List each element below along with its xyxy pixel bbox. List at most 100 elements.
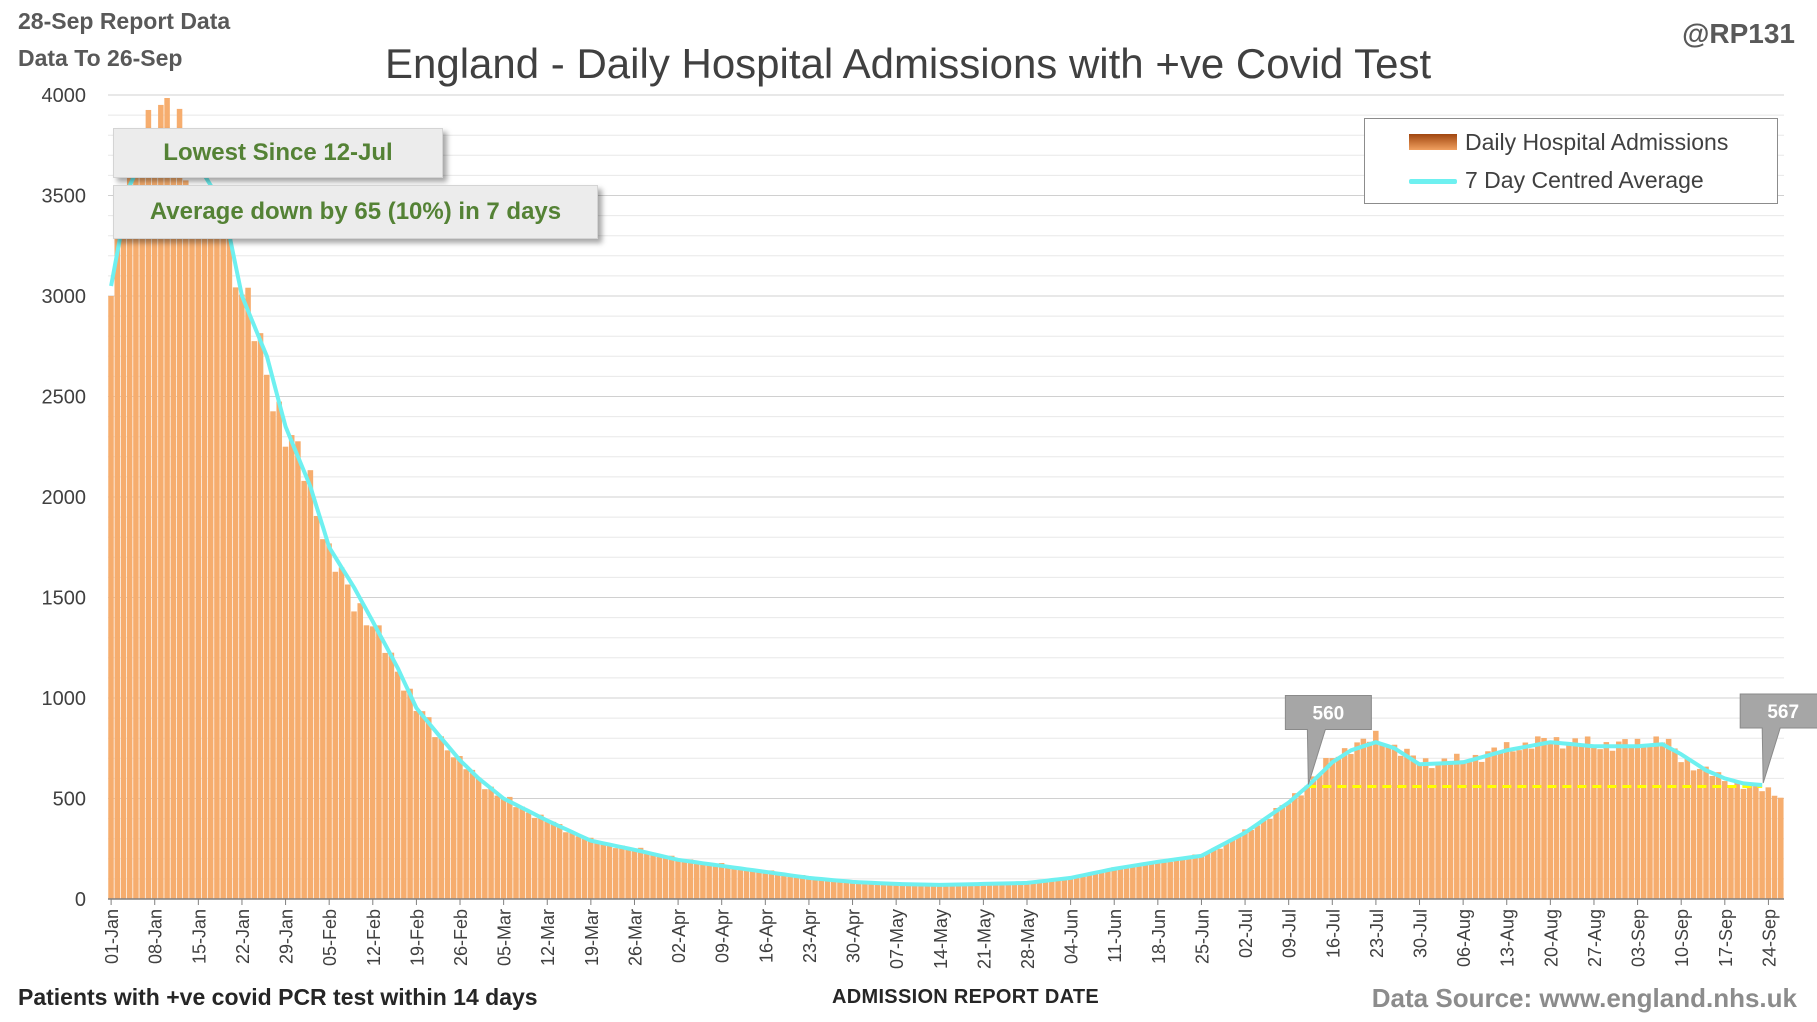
bar (1154, 861, 1161, 899)
x-tick-label: 04-Jun (1062, 909, 1082, 964)
bar (681, 859, 687, 899)
x-tick-label: 01-Jan (102, 909, 122, 964)
x-tick-label: 26-Mar (625, 909, 645, 966)
bar (1503, 742, 1510, 899)
bar (612, 848, 619, 899)
x-tick-label: 20-Aug (1541, 909, 1561, 967)
bar (1086, 875, 1092, 899)
bar (401, 690, 407, 899)
bar (1566, 743, 1572, 899)
bar (1697, 768, 1703, 899)
bar (1678, 762, 1684, 899)
x-tick-label: 02-Jul (1236, 909, 1256, 958)
bar (257, 333, 264, 899)
bar (1603, 742, 1610, 899)
x-tick-label: 22-Jan (233, 909, 253, 964)
bar (438, 736, 444, 899)
bar (1049, 880, 1055, 899)
x-tick-label: 14-May (931, 909, 951, 969)
bar (949, 884, 955, 899)
bar (911, 884, 918, 899)
data-source: Data Source: www.england.nhs.uk (1371, 983, 1797, 1013)
bar (525, 812, 532, 899)
bar (1435, 763, 1441, 899)
x-tick-label: 28-May (1018, 909, 1038, 969)
bar (905, 884, 912, 899)
bar (1485, 751, 1491, 899)
legend-label-average: 7 Day Centred Average (1465, 167, 1704, 193)
bar (1130, 865, 1136, 899)
bar (1323, 757, 1329, 899)
bar (1073, 876, 1080, 899)
bar (731, 866, 737, 899)
bar (1242, 829, 1248, 899)
x-tick-label: 05-Mar (495, 909, 515, 966)
bar (1572, 738, 1578, 899)
bar (1179, 858, 1186, 899)
x-tick-label: 05-Feb (320, 909, 340, 966)
bar (1148, 862, 1155, 899)
bar (1385, 747, 1392, 899)
bar (1080, 874, 1086, 899)
bar (1634, 738, 1641, 899)
y-tick-label: 0 (75, 889, 86, 911)
callout: 560 (1284, 694, 1372, 785)
bar (837, 880, 843, 899)
x-tick-label: 21-May (974, 909, 994, 969)
bar (1734, 781, 1740, 899)
bar (1591, 744, 1597, 899)
x-tick-label: 30-Jul (1411, 909, 1431, 958)
bar (126, 160, 133, 900)
bar (1753, 783, 1759, 899)
bar (961, 884, 968, 899)
bar (1528, 748, 1535, 899)
bar (1341, 748, 1348, 899)
bar (725, 866, 731, 899)
bar (463, 769, 469, 899)
bar (207, 185, 214, 900)
bar (1329, 758, 1335, 899)
bar (918, 884, 924, 899)
bar (1235, 836, 1242, 899)
bar (936, 884, 943, 899)
bar (1173, 859, 1180, 899)
bar (1472, 754, 1479, 899)
bar (320, 539, 326, 899)
bar (756, 870, 762, 899)
bar (943, 884, 949, 899)
bar (1466, 762, 1473, 899)
x-tick-label: 27-Aug (1585, 909, 1605, 967)
bar (1391, 744, 1398, 899)
bar (1167, 861, 1173, 899)
bar (264, 374, 270, 900)
x-tick-label: 07-May (887, 909, 907, 969)
bar (376, 625, 382, 899)
bar (1659, 742, 1666, 899)
bar (326, 543, 332, 899)
bar (1042, 880, 1049, 899)
author-handle: @RP131 (1682, 18, 1795, 49)
bar (151, 146, 158, 899)
bar (1136, 866, 1142, 899)
callout-label: 567 (1767, 702, 1799, 723)
bar (793, 876, 800, 899)
x-tick-label: 29-Jan (277, 909, 297, 964)
bar (619, 845, 625, 899)
x-tick-label: 12-Mar (538, 909, 558, 966)
bar (1161, 859, 1167, 899)
bar (1759, 791, 1765, 899)
bar (531, 817, 538, 899)
bar (924, 885, 930, 899)
bar (1117, 868, 1124, 899)
bar (600, 841, 606, 899)
bar (488, 786, 494, 899)
bar (1410, 755, 1416, 899)
bar (1192, 854, 1198, 899)
chart-title: England - Daily Hospital Admissions with… (385, 40, 1432, 87)
y-tick-label: 2000 (42, 487, 87, 509)
bar (644, 852, 650, 899)
y-tick-label: 2500 (42, 387, 87, 409)
bar (1447, 763, 1454, 899)
bar (164, 98, 170, 900)
bar (332, 571, 339, 899)
